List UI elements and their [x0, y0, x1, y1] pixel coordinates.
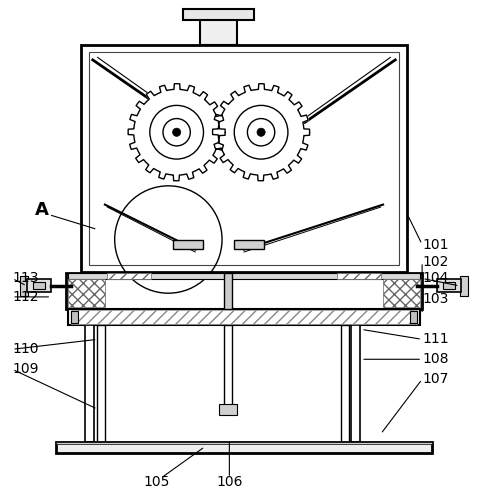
Bar	[68, 273, 420, 279]
Bar	[337, 273, 381, 279]
Text: 108: 108	[422, 352, 448, 366]
Text: 106: 106	[216, 475, 243, 489]
Bar	[341, 325, 349, 442]
Circle shape	[247, 119, 275, 146]
Bar	[460, 276, 468, 296]
Bar	[183, 9, 254, 20]
Text: 107: 107	[422, 372, 448, 386]
Bar	[443, 282, 455, 289]
Bar	[85, 325, 94, 442]
Polygon shape	[213, 84, 309, 181]
Text: 112: 112	[12, 290, 39, 304]
Text: 104: 104	[422, 271, 448, 285]
Bar	[33, 282, 45, 289]
Bar	[89, 52, 399, 265]
Text: 105: 105	[143, 475, 169, 489]
Bar	[56, 442, 432, 453]
Bar	[71, 310, 417, 324]
Bar	[66, 273, 422, 309]
Circle shape	[257, 128, 265, 136]
Text: 113: 113	[12, 271, 39, 285]
Bar	[71, 311, 78, 323]
Bar	[20, 276, 28, 296]
Bar	[173, 240, 203, 249]
Bar	[437, 279, 461, 292]
Text: 101: 101	[422, 238, 448, 251]
Bar	[97, 325, 105, 442]
Circle shape	[150, 105, 203, 159]
Bar	[224, 273, 232, 309]
Circle shape	[234, 105, 288, 159]
Circle shape	[173, 128, 181, 136]
Text: 110: 110	[12, 342, 39, 356]
Bar	[81, 45, 407, 272]
Bar	[410, 311, 417, 323]
Text: 109: 109	[12, 362, 39, 376]
Text: 111: 111	[422, 332, 449, 346]
Text: 102: 102	[422, 255, 448, 269]
Bar	[68, 279, 105, 307]
Bar	[56, 442, 432, 444]
Bar	[219, 404, 237, 415]
Polygon shape	[128, 84, 225, 181]
Bar	[107, 273, 151, 279]
Circle shape	[163, 119, 190, 146]
Bar	[200, 16, 237, 45]
Bar	[27, 279, 51, 292]
Bar	[351, 325, 360, 442]
Text: 103: 103	[422, 292, 448, 306]
Bar	[383, 279, 420, 307]
Bar	[224, 325, 232, 407]
Text: A: A	[35, 201, 48, 219]
Bar	[234, 240, 264, 249]
Bar	[68, 309, 420, 325]
